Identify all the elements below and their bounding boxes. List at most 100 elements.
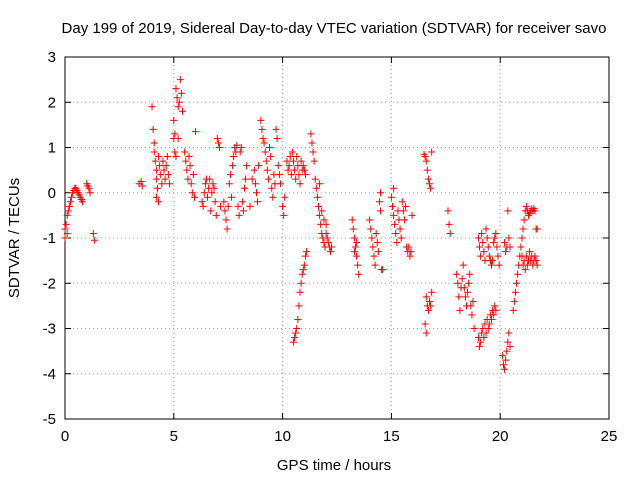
data-point	[181, 148, 189, 156]
data-point	[220, 198, 228, 206]
data-point	[511, 288, 519, 296]
data-point	[517, 243, 525, 251]
data-point	[174, 103, 182, 111]
data-point	[300, 166, 308, 174]
data-point	[152, 175, 160, 183]
data-point	[446, 229, 454, 237]
data-point	[254, 198, 262, 206]
data-point	[374, 248, 382, 256]
data-point	[155, 153, 163, 161]
data-point	[293, 153, 301, 161]
data-point	[320, 216, 328, 224]
data-point	[233, 141, 241, 149]
data-point	[324, 239, 332, 247]
data-point	[322, 220, 330, 228]
x-tick-label: 25	[601, 428, 618, 445]
data-point	[316, 211, 324, 219]
data-point	[90, 236, 98, 244]
data-point	[328, 243, 336, 251]
data-point	[377, 207, 385, 215]
data-point	[68, 193, 76, 201]
data-point	[390, 184, 398, 192]
data-point	[153, 184, 161, 192]
data-point	[470, 325, 478, 332]
data-point	[423, 166, 431, 174]
data-point	[310, 157, 318, 165]
data-point	[234, 202, 242, 210]
y-tick-label: 1	[48, 140, 56, 157]
data-point	[157, 171, 165, 179]
data-point	[366, 216, 374, 224]
data-point	[493, 243, 501, 251]
data-point	[427, 184, 435, 192]
data-point	[227, 193, 235, 201]
data-point	[492, 306, 500, 314]
data-point	[155, 198, 163, 206]
data-point	[177, 89, 185, 97]
data-point	[477, 338, 485, 346]
y-tick-label: -5	[43, 411, 56, 428]
data-point	[424, 306, 432, 314]
data-point	[499, 361, 507, 369]
data-points	[61, 76, 541, 373]
data-point	[461, 293, 469, 301]
data-point	[187, 180, 195, 188]
data-point	[208, 189, 216, 197]
data-point	[179, 107, 187, 115]
data-point	[478, 229, 486, 237]
data-point	[291, 334, 299, 342]
data-point	[406, 252, 414, 260]
data-point	[422, 293, 430, 301]
data-point	[428, 288, 436, 296]
data-point	[368, 234, 376, 242]
data-point	[64, 207, 72, 215]
data-point	[283, 157, 291, 165]
data-point	[204, 193, 212, 201]
data-point	[295, 302, 303, 310]
data-point	[510, 297, 518, 305]
data-point	[274, 162, 282, 170]
data-point	[264, 175, 272, 183]
data-point	[309, 148, 317, 156]
data-point	[61, 225, 69, 233]
data-point	[185, 153, 193, 161]
data-point	[174, 134, 182, 142]
x-tick-label: 15	[383, 428, 400, 445]
data-point	[487, 261, 495, 269]
data-point	[63, 211, 71, 219]
data-point	[175, 98, 183, 106]
data-point	[161, 175, 169, 183]
data-point	[480, 248, 488, 256]
data-point	[480, 334, 488, 342]
data-point	[425, 297, 433, 305]
data-point	[164, 171, 172, 179]
data-point	[396, 225, 404, 233]
data-point	[261, 148, 269, 156]
data-point	[509, 306, 517, 314]
data-point	[393, 239, 401, 247]
data-point	[307, 130, 315, 138]
data-point	[504, 338, 512, 346]
data-point	[518, 234, 526, 242]
data-point	[172, 85, 180, 93]
data-point	[294, 315, 302, 323]
data-point	[301, 252, 309, 260]
data-point	[303, 248, 311, 256]
data-point	[367, 225, 375, 233]
data-point	[214, 139, 222, 147]
data-point	[215, 144, 223, 151]
data-point	[171, 130, 179, 138]
data-point	[173, 94, 181, 102]
data-point	[531, 207, 539, 215]
data-point	[458, 275, 466, 283]
data-point	[460, 284, 468, 292]
data-point	[350, 234, 358, 242]
data-point	[229, 162, 237, 170]
data-point	[149, 125, 157, 133]
data-point	[505, 234, 513, 242]
data-point	[252, 189, 260, 197]
data-point	[221, 207, 229, 215]
data-point	[200, 189, 208, 197]
data-point	[315, 202, 323, 210]
data-point	[503, 347, 511, 355]
